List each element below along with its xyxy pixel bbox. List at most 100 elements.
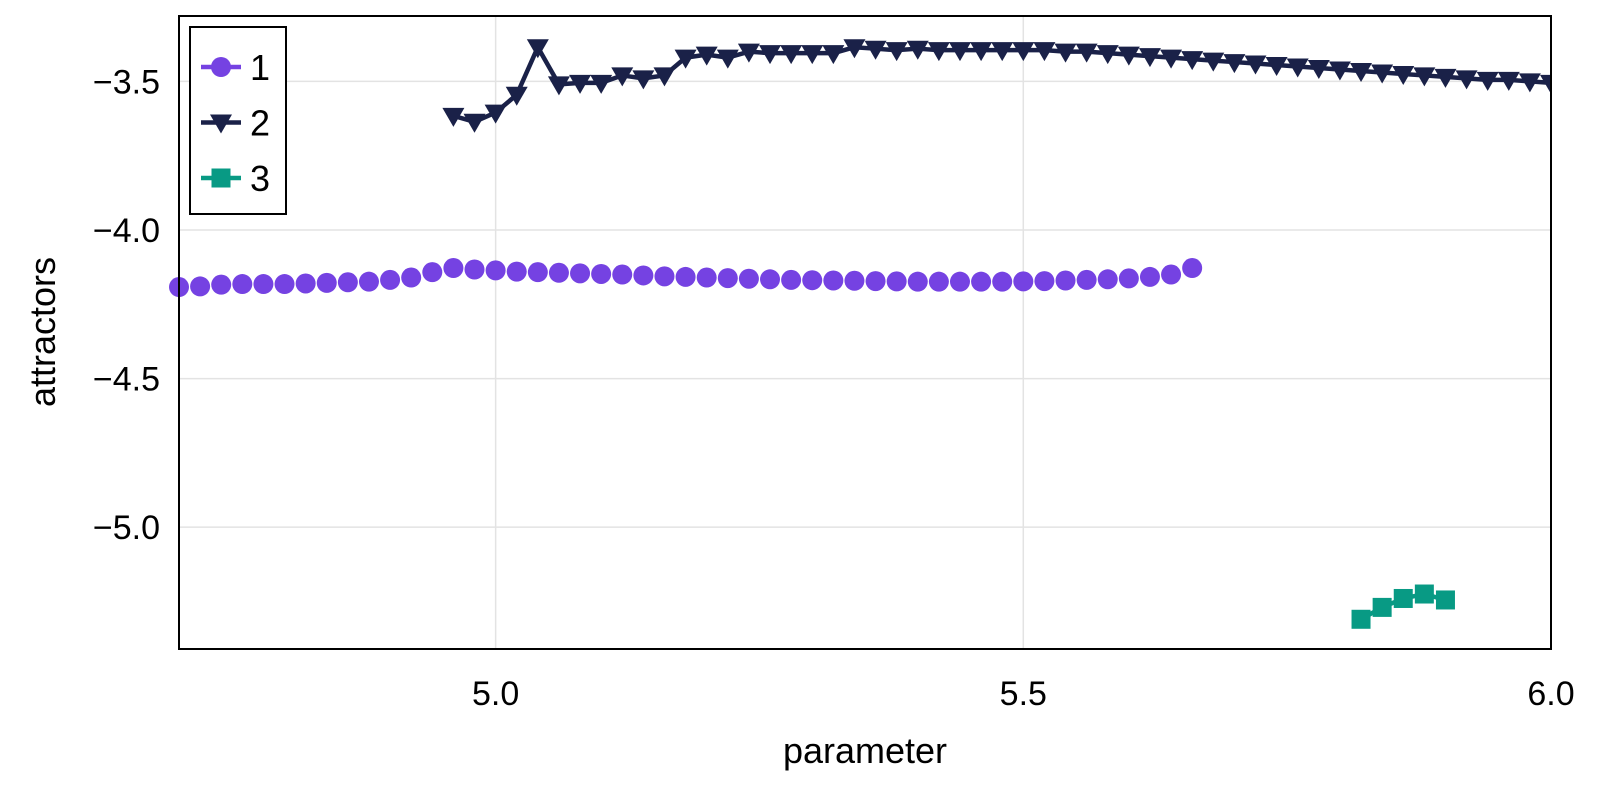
series-2-point (484, 104, 507, 124)
series-1-point (844, 270, 865, 291)
series-1-point (1055, 270, 1076, 291)
series-1-point (506, 261, 527, 282)
series-2-point (1413, 67, 1436, 87)
series-2-point (569, 74, 592, 94)
legend-entry-2: 2 (201, 103, 270, 144)
y-tick-label: −4.5 (93, 361, 160, 399)
series-1-point (443, 258, 464, 279)
series-3-point (1435, 590, 1455, 610)
series-1-point (570, 263, 591, 284)
series-2-point (1244, 55, 1267, 75)
series-2-point (864, 40, 887, 60)
series-2-point (1518, 73, 1541, 93)
series-2-point (1202, 52, 1225, 72)
series-1-point (380, 269, 401, 290)
series-2-point (948, 42, 971, 62)
series-2-point (780, 45, 803, 65)
series-2-point (1223, 54, 1246, 74)
series-1-point (358, 271, 379, 292)
series-1-point (232, 274, 253, 295)
series-2-point (1075, 43, 1098, 63)
y-tick-label: −5.0 (93, 509, 160, 547)
plot-series (169, 39, 1551, 629)
series-2-point (822, 45, 845, 65)
series-2-point (695, 46, 718, 66)
series-2-point (1012, 42, 1035, 62)
series-3-marks (1351, 584, 1455, 629)
series-2-point (611, 67, 634, 87)
series-2-marks (442, 39, 1551, 133)
series-1-point (717, 268, 738, 289)
x-tick-label: 6.0 (1527, 675, 1574, 713)
series-2-point (737, 43, 760, 63)
series-2-point (716, 49, 739, 69)
series-1-point (1097, 269, 1118, 290)
series-3 (1351, 584, 1455, 629)
series-2-point (1371, 64, 1394, 84)
series-2-point (526, 39, 549, 59)
series-2-point (653, 67, 676, 87)
series-3-point (1372, 597, 1392, 617)
series-1-point (401, 267, 422, 288)
plot-frame (178, 15, 1552, 650)
series-1-point (1161, 264, 1182, 285)
series-1-point (971, 271, 992, 292)
series-1-point (1139, 266, 1160, 287)
series-2-point (843, 39, 866, 59)
series-1-point (274, 274, 295, 295)
series-1-point (464, 259, 485, 280)
series-1-point (253, 274, 274, 295)
series-2-point (759, 45, 782, 65)
series-2-point (1497, 71, 1520, 91)
series-2-point (442, 107, 465, 127)
series-2-point (1307, 60, 1330, 80)
legend-label: 1 (250, 47, 270, 88)
series-3-point (1414, 584, 1434, 604)
series-3-point (1351, 609, 1371, 629)
series-2-point (885, 42, 908, 62)
series-1-point (802, 270, 823, 291)
series-1-point (337, 272, 358, 293)
series-1-point (1076, 269, 1097, 290)
series-2-point (801, 45, 824, 65)
x-axis-title: parameter (783, 730, 947, 771)
y-tick-label: −4.0 (93, 212, 160, 250)
series-1-point (907, 271, 928, 292)
series-1-point (295, 273, 316, 294)
series-2-point (1455, 70, 1478, 90)
legend: 1 2 3 (189, 26, 287, 215)
series-1-point (886, 271, 907, 292)
legend-label: 2 (250, 103, 270, 144)
series-1-point (211, 274, 232, 295)
series-2-point (1476, 71, 1499, 91)
series-2-point (1286, 58, 1309, 78)
series-1-point (1034, 271, 1055, 292)
series-1-point (1013, 271, 1034, 292)
series-2-point (1138, 48, 1161, 68)
y-axis-title: attractors (22, 257, 63, 407)
series-2-point (1160, 49, 1183, 69)
series-1-point (738, 268, 759, 289)
series-1-point (928, 271, 949, 292)
series-1-point (760, 269, 781, 290)
series-2-point (1328, 61, 1351, 81)
series-2-point (590, 74, 613, 94)
series-2-point (1181, 51, 1204, 71)
series-2-point (906, 40, 929, 60)
series-1-point (696, 267, 717, 288)
series-1 (169, 258, 1203, 298)
series-2-point (970, 42, 993, 62)
series-2-point (1540, 74, 1551, 94)
series-1-point (654, 266, 675, 287)
legend-label: 3 (250, 158, 270, 199)
series-1-point (612, 264, 633, 285)
series-1-point (823, 270, 844, 291)
series-2-point (1054, 43, 1077, 63)
series-1-point (316, 272, 337, 293)
series-1-point (1182, 258, 1203, 279)
x-tick-label: 5.0 (472, 675, 519, 713)
legend-marker (211, 57, 231, 77)
legend-marker (210, 114, 232, 134)
gridlines (179, 16, 1552, 649)
